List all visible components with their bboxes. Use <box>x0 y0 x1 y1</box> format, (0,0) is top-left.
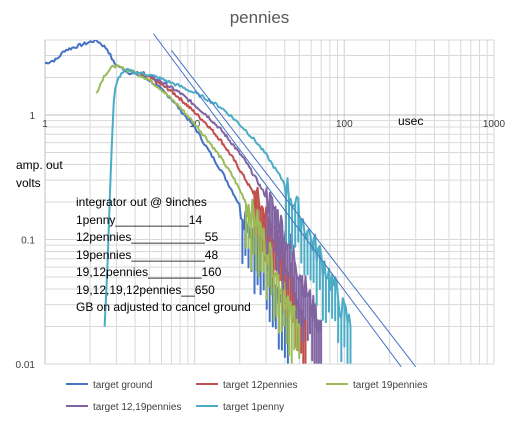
legend-label: target ground <box>93 380 153 391</box>
annotation-line: 19,12pennies________160 <box>76 265 222 279</box>
x-axis-label: usec <box>398 114 424 128</box>
y-axis-label-line-2: volts <box>16 176 41 190</box>
annotation-line: GB on adjusted to cancel ground <box>76 300 251 314</box>
legend-swatch <box>196 383 218 386</box>
legend-item-target-ground: target ground <box>66 380 153 391</box>
chart-title: pennies <box>229 8 290 27</box>
annotation-line: 19,12,19,12pennies__650 <box>76 282 215 297</box>
legend-item-target-1penny: target 1penny <box>196 402 284 413</box>
series-line-3 <box>142 70 323 364</box>
series-line-4 <box>103 67 352 364</box>
annotation-block: integrator out @ 9inches 1penny_________… <box>76 194 251 317</box>
legend-swatch <box>326 383 348 386</box>
trend-line-1 <box>171 50 417 368</box>
legend-label: target 1penny <box>223 402 285 413</box>
annotation-line: 1penny___________14 <box>76 212 203 227</box>
legend-label: target 12pennies <box>223 380 298 391</box>
trend-line-0 <box>152 33 402 368</box>
legend-swatch <box>196 405 218 408</box>
legend-swatch <box>66 405 88 408</box>
y-axis-label-line-1: amp. out <box>16 158 63 172</box>
legend-label: target 12,19pennies <box>93 402 182 413</box>
annotation-line: 19pennies___________48 <box>76 247 219 262</box>
annotation-line: integrator out @ 9inches <box>76 195 207 209</box>
legend-item-target-12pennies: target 12pennies <box>196 380 298 391</box>
annotation-line: 12pennies___________55 <box>76 230 219 244</box>
x-tick-label: 1 <box>42 119 48 130</box>
legend-item-target-12-19pennies: target 12,19pennies <box>66 402 181 413</box>
y-tick-label: 1 <box>29 111 35 122</box>
y-tick-label: 0.01 <box>16 360 36 371</box>
legend-swatch <box>66 383 88 386</box>
legend-item-target-19pennies: target 19pennies <box>326 380 428 391</box>
x-tick-label: 1000 <box>483 119 506 130</box>
legend-label: target 19pennies <box>353 380 428 391</box>
series-line-2 <box>95 64 301 364</box>
y-tick-label: 0.1 <box>21 235 35 246</box>
x-tick-label: 100 <box>336 119 353 130</box>
y-axis-label: amp. out volts <box>16 156 76 192</box>
